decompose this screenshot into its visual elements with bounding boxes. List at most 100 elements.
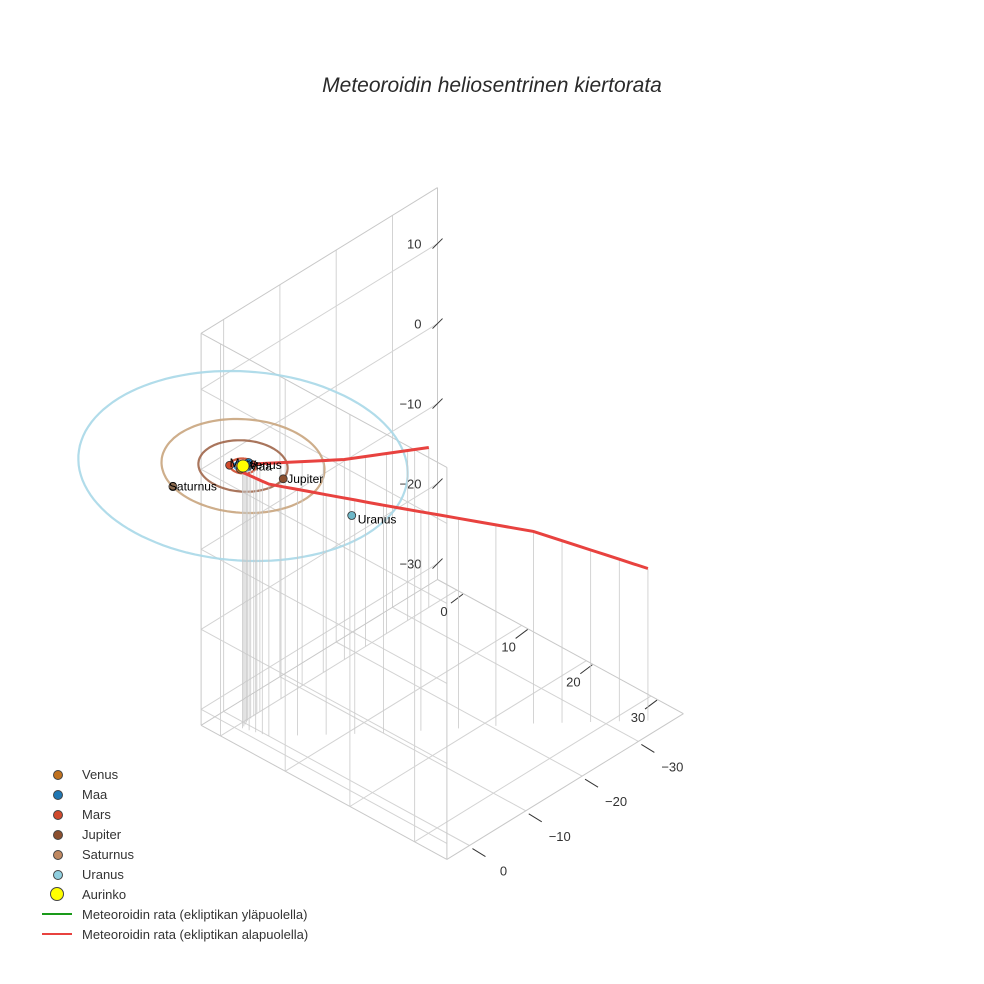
chart-title: Meteoroidin heliosentrinen kiertorata [322,74,662,97]
z-tick-label: −20 [399,477,421,492]
x-tick-label: 30 [631,710,645,725]
axis-ticks: −30 −20 −10 0 10 0 10 20 30 −30 −20 −10 0 [399,237,683,879]
planet-label-uranus: Uranus [358,513,397,527]
legend-item[interactable]: Mars [38,804,308,824]
grid-line [279,676,527,812]
grid-line [200,388,448,524]
grid-line [392,606,639,742]
legend-item[interactable]: Jupiter [38,824,308,844]
legend-label: Saturnus [82,846,135,862]
legend-item[interactable]: Meteoroidin rata (ekliptikan yläpuolella… [38,904,308,924]
grid-line [200,628,448,764]
grid-line [220,589,458,737]
grid-line [200,548,448,684]
grid-line [223,710,470,846]
z-tick [432,398,443,409]
legend-label: Meteoroidin rata (ekliptikan yläpuolella… [82,906,308,922]
orbit-saturnus [160,417,326,515]
grid-line [200,708,448,844]
axis-edge [446,713,684,860]
z-tick [432,558,443,569]
legend-marker-symbol [53,830,63,840]
axis-edge [200,332,448,468]
grid-line [284,624,522,772]
grid-line [200,243,438,390]
planet-label-venus: Venus [248,458,281,472]
legend-label: Uranus [82,866,124,882]
x-tick [450,593,464,604]
legend-marker-symbol [53,770,63,780]
legend-marker-symbol [53,790,63,800]
x-tick [515,629,528,639]
orbit-uranus [77,369,409,563]
legend-line-symbol [42,913,72,915]
y-tick [528,813,543,823]
planet-mars-marker [225,460,235,470]
legend-item[interactable]: Venus [38,764,308,784]
legend-item[interactable]: Meteoroidin rata (ekliptikan alapuolella… [38,924,308,944]
legend-swatch [38,784,76,804]
z-tick-label: −30 [399,557,421,572]
planet-label-jupiter: Jupiter [287,472,323,486]
x-tick-label: 0 [440,604,447,619]
axis-edge [437,579,684,715]
planet-jupiter-marker [278,474,288,484]
legend-line-symbol [42,933,72,935]
x-tick-label: 20 [566,675,580,690]
legend-swatch [38,904,76,924]
planet-label-saturnus: Saturnus [169,480,217,494]
orbit-jupiter [197,439,289,493]
y-tick [472,848,486,857]
z-tick [432,318,443,329]
planet-uranus-marker [347,511,357,520]
planet-saturnus-marker [168,482,178,492]
y-tick-label: 0 [500,864,507,879]
axis-edge [200,187,438,334]
y-tick-label: −10 [549,829,571,844]
grid-line [349,660,587,807]
legend-marker-symbol [53,850,63,860]
legend-label: Jupiter [82,826,122,842]
legend-swatch [38,924,76,944]
legend-item[interactable]: Aurinko [38,884,308,904]
z-tick-label: 10 [407,237,421,252]
z-tick [432,478,443,489]
legend-swatch [38,844,76,864]
legend-marker-symbol [53,870,63,880]
legend-swatch [38,864,76,884]
planet-label-maa: Maa [249,460,273,474]
legend-swatch [38,804,76,824]
legend-swatch [38,824,76,844]
axis-edge [200,579,438,726]
legend-item[interactable]: Saturnus [38,844,308,864]
legend: Venus Maa Mars Jupiter Saturnus Uranus Aurinko… [38,764,308,944]
gridlines [200,187,684,860]
y-tick [641,744,655,753]
legend-swatch [38,764,76,784]
y-tick-label: −30 [661,759,683,774]
legend-marker-symbol [53,810,63,820]
grid-line [200,323,438,470]
z-tick-label: −10 [399,397,421,412]
grid-line [414,695,652,843]
z-tick [432,238,443,249]
legend-label: Venus [82,766,119,782]
legend-label: Mars [82,806,111,822]
grid-line [335,641,583,777]
x-tick [644,699,658,710]
meteoroid-trajectory [240,446,649,570]
x-tick-label: 10 [501,639,515,654]
legend-label: Aurinko [82,886,127,902]
sun-marker [236,459,250,473]
legend-item[interactable]: Maa [38,784,308,804]
legend-swatch [38,884,76,904]
z-tick-label: 0 [414,317,421,332]
y-tick [584,778,599,788]
y-tick-label: −20 [605,794,627,809]
grid-line [200,563,438,710]
legend-label: Maa [82,786,108,802]
legend-item[interactable]: Uranus [38,864,308,884]
grid-line [200,403,438,550]
